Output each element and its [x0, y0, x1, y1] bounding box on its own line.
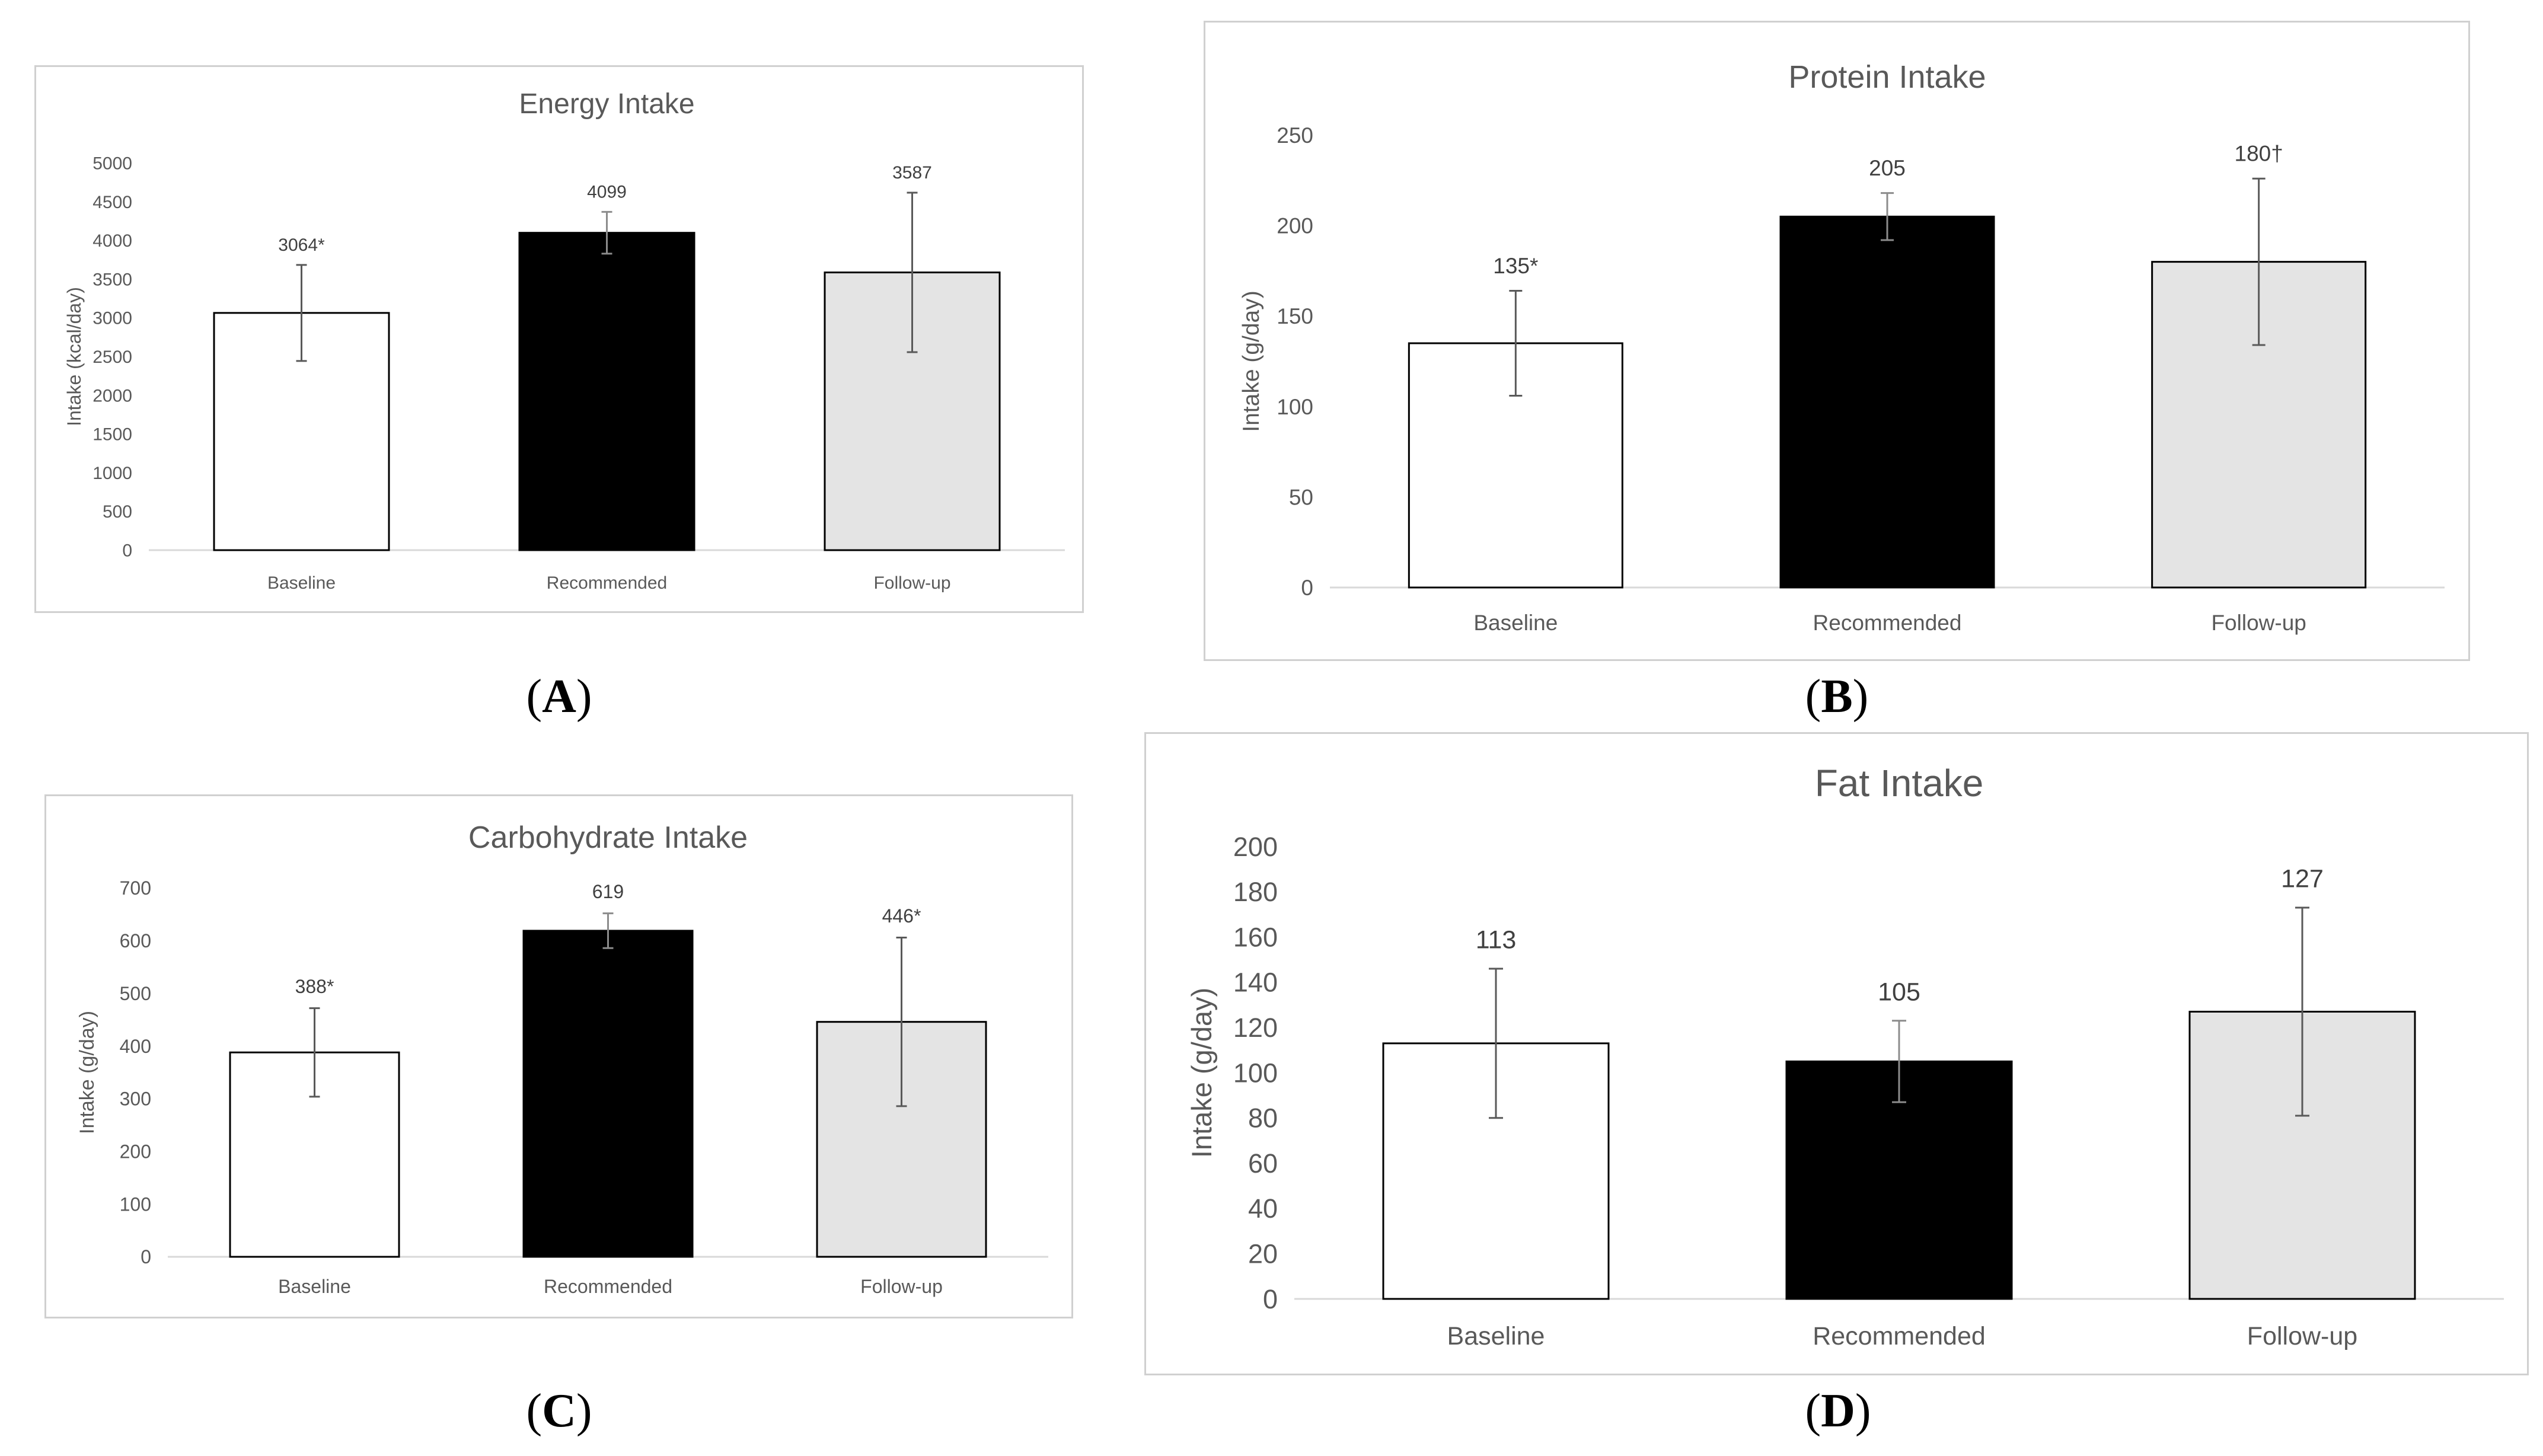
chart-title: Protein Intake: [1788, 59, 1986, 95]
y-tick-label: 200: [1233, 832, 1278, 862]
chart-frame-a: Energy Intake Intake (kcal/day) 0 500 1000 15…: [34, 65, 1084, 613]
panel-label-d: (D): [1805, 1385, 1871, 1437]
x-tick-label: Recommended: [547, 573, 667, 593]
data-label: 180†: [2235, 142, 2283, 166]
y-tick-label: 150: [1277, 304, 1313, 328]
data-label: 105: [1878, 978, 1920, 1006]
data-label: 205: [1869, 156, 1906, 180]
y-tick-label: 180: [1233, 877, 1278, 907]
x-tick-label: Follow-up: [873, 573, 950, 593]
data-label: 619: [592, 881, 624, 902]
y-tick-label: 4500: [92, 193, 132, 212]
y-tick-label: 3000: [92, 309, 132, 328]
x-tick-label: Baseline: [267, 573, 336, 593]
y-tick-label: 3500: [92, 270, 132, 289]
panel-label-a: (A): [526, 670, 592, 723]
y-tick-label: 160: [1233, 922, 1278, 952]
x-tick-label: Recommended: [544, 1276, 672, 1297]
y-tick-label: 120: [1233, 1013, 1278, 1043]
y-tick-label: 200: [120, 1141, 151, 1162]
panel-letter-d: D: [1821, 1385, 1855, 1437]
panel-label-b: (B): [1805, 670, 1869, 723]
bar-recommended: [522, 930, 694, 1258]
y-tick-label: 200: [1277, 214, 1313, 238]
chart-fat-intake: Fat Intake Intake (g/day) 0 20 40 60 80 100 120 1…: [1186, 762, 2504, 1350]
y-tick-label: 80: [1248, 1103, 1278, 1133]
data-label: 446*: [882, 905, 921, 927]
x-tick-label: Follow-up: [860, 1276, 943, 1297]
chart-title: Fat Intake: [1815, 762, 1984, 804]
chart-frame-c: Carbohydrate Intake Intake (g/day) 0 100 200…: [44, 794, 1073, 1318]
y-tick-label: 700: [120, 877, 151, 899]
data-label: 135*: [1493, 254, 1538, 278]
chart-title: Energy Intake: [519, 88, 694, 120]
y-tick-label: 500: [103, 502, 132, 522]
y-tick-label: 0: [1301, 576, 1313, 600]
chart-title: Carbohydrate Intake: [468, 820, 748, 855]
y-tick-label: 0: [141, 1246, 151, 1267]
x-tick-label: Recommended: [1813, 1322, 1986, 1350]
y-axis-label: Intake (g/day): [1239, 290, 1264, 432]
y-tick-label: 1500: [92, 425, 132, 445]
data-label: 388*: [295, 976, 334, 997]
bar-recommended: [518, 232, 695, 551]
y-tick-label: 100: [1233, 1058, 1278, 1088]
y-tick-label: 0: [1263, 1284, 1278, 1314]
data-label: 113: [1476, 926, 1517, 954]
chart-frame-b: Protein Intake Intake (g/day) 0 50 100 150 200…: [1204, 21, 2470, 661]
x-tick-label: Follow-up: [2247, 1322, 2357, 1350]
x-tick-label: Baseline: [1473, 611, 1558, 635]
y-axis-label: Intake (g/day): [1186, 988, 1217, 1158]
y-tick-label: 100: [120, 1193, 151, 1215]
y-tick-label: 250: [1277, 123, 1313, 148]
chart-energy-intake: Energy Intake Intake (kcal/day) 0 500 1000 15…: [63, 88, 1065, 593]
y-tick-label: 0: [122, 541, 132, 561]
y-tick-label: 4000: [92, 231, 132, 251]
bar-recommended: [1779, 215, 1995, 589]
panel-label-c: (C): [526, 1385, 592, 1437]
panel-letter-b: B: [1821, 670, 1853, 723]
y-tick-label: 40: [1248, 1193, 1278, 1224]
x-tick-label: Recommended: [1813, 611, 1962, 635]
y-tick-label: 140: [1233, 968, 1278, 998]
y-tick-label: 300: [120, 1088, 151, 1110]
chart-protein-intake: Protein Intake Intake (g/day) 0 50 100 150 200…: [1239, 59, 2445, 635]
y-tick-label: 2000: [92, 386, 132, 405]
chart-frame-d: Fat Intake Intake (g/day) 0 20 40 60 80 100 120 1…: [1144, 732, 2529, 1375]
y-tick-label: 600: [120, 930, 151, 951]
y-tick-label: 100: [1277, 395, 1313, 419]
y-axis-label: Intake (kcal/day): [63, 287, 85, 426]
y-tick-label: 60: [1248, 1148, 1278, 1179]
panel-letter-c: C: [542, 1385, 576, 1437]
x-tick-label: Baseline: [1447, 1322, 1545, 1350]
chart-carbohydrate-intake: Carbohydrate Intake Intake (g/day) 0 100 200…: [76, 820, 1048, 1297]
x-tick-label: Follow-up: [2211, 611, 2306, 635]
y-tick-label: 500: [120, 983, 151, 1004]
panel-letter-a: A: [542, 670, 576, 723]
y-tick-label: 20: [1248, 1238, 1278, 1269]
data-label: 3064*: [278, 235, 325, 255]
x-tick-label: Baseline: [278, 1276, 351, 1297]
data-label: 127: [2281, 865, 2324, 893]
y-tick-label: 2500: [92, 347, 132, 367]
y-tick-label: 5000: [92, 154, 132, 174]
y-tick-label: 400: [120, 1036, 151, 1057]
data-label: 4099: [587, 182, 627, 202]
data-label: 3587: [892, 163, 932, 183]
y-tick-label: 50: [1289, 485, 1313, 509]
y-axis-label: Intake (g/day): [76, 1011, 98, 1134]
y-tick-label: 1000: [92, 464, 132, 483]
